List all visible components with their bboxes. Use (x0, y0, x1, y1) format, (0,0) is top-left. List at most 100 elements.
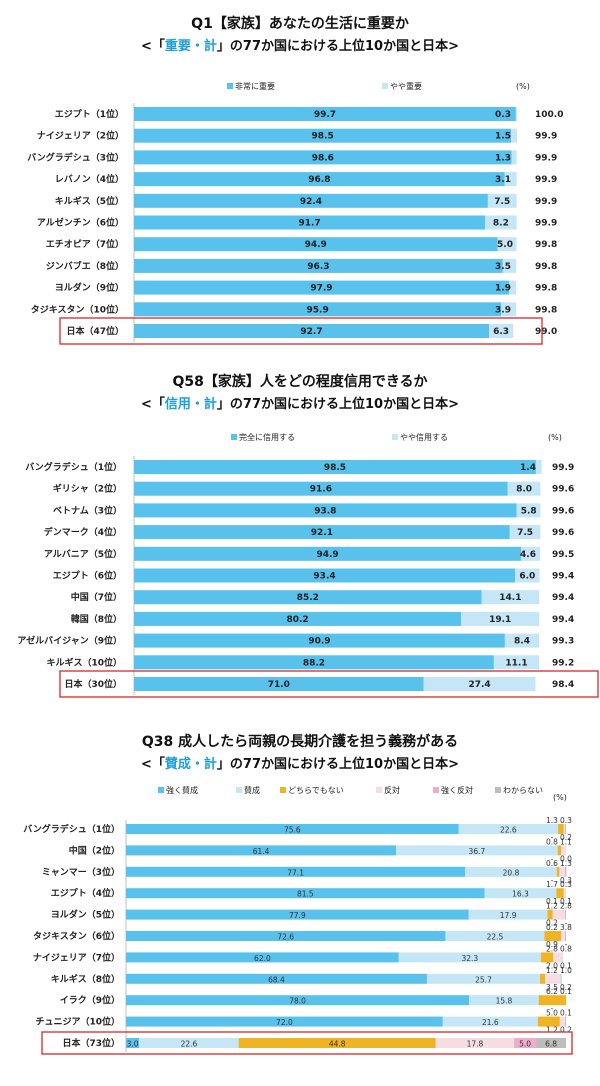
bar-segment (504, 633, 540, 648)
category-label: キルギス（8位） (51, 973, 120, 985)
data-label: 0.1 (560, 897, 572, 906)
data-label: 7.5 (494, 197, 510, 207)
bar-segment (515, 107, 517, 121)
data-label: 8.4 (514, 637, 530, 647)
data-label: 36.7 (469, 847, 486, 856)
category-label: タジキスタン（6位） (33, 930, 120, 942)
bar-segment (134, 611, 462, 626)
bar-segment (556, 866, 560, 877)
data-label: 77.9 (289, 911, 306, 920)
data-label: 8.2 (493, 219, 509, 229)
chart-title: Q1【家族】あなたの生活に重要か (191, 15, 409, 32)
category-label: エジプト（1位） (55, 108, 124, 120)
bar-segment (134, 215, 486, 230)
bar-segment (126, 888, 485, 899)
data-label: 14.1 (499, 593, 521, 603)
total-label: 99.3 (552, 637, 574, 647)
data-label: 62.0 (254, 954, 271, 963)
category-label: 中国（7位） (71, 591, 122, 603)
total-label: 99.9 (535, 153, 557, 163)
bar-segment (134, 633, 505, 648)
data-label: 3.0 (127, 1040, 139, 1049)
data-label: 1.4 (520, 463, 536, 473)
data-label: 6.0 (519, 572, 535, 582)
category-label: ヨルダン（5位） (51, 909, 120, 921)
bar-segment (515, 568, 540, 583)
bar-segment (507, 481, 541, 496)
bar-segment (565, 866, 567, 877)
category-label: アルゼンチン（6位） (37, 217, 124, 229)
data-label: 17.9 (500, 911, 517, 920)
data-label: 91.6 (310, 485, 332, 495)
bar-segment (458, 824, 559, 834)
category-label: ナイジェリア（7位） (33, 951, 120, 963)
data-label: 17.8 (467, 1040, 484, 1049)
data-label: 1.2 (546, 1026, 558, 1035)
chart-subtitle: <「信用・計」の77か国における上位10か国と日本> (141, 396, 459, 412)
bar-segment (538, 995, 566, 1006)
data-label: - (565, 919, 568, 928)
data-label: 1.0 (560, 966, 572, 975)
bar-segment (134, 546, 522, 561)
total-label: 99.9 (535, 219, 557, 229)
data-label: 98.5 (312, 132, 334, 142)
legend-entry: 強く賛成 (166, 785, 198, 795)
bar-segment (565, 931, 566, 941)
bar-segment (535, 460, 542, 474)
bar-segment (126, 973, 427, 984)
data-label: 44.8 (329, 1040, 346, 1049)
legend-entry: わからない (503, 786, 543, 795)
data-label: 0.2 (560, 983, 572, 992)
chart-subtitle: <「重要・計」の77か国における上位10か国と日本> (141, 38, 459, 54)
data-label: 19.1 (489, 615, 511, 625)
bar-segment (134, 258, 503, 273)
bar-segment (469, 995, 539, 1006)
unit-label: (%) (548, 433, 562, 442)
category-label: 中国（2位） (69, 844, 120, 856)
data-label: 0.3 (495, 110, 511, 120)
data-label: 11.1 (505, 658, 527, 668)
data-label: 1.1 (560, 837, 572, 846)
bar-segment (139, 1038, 239, 1048)
category-label: キルギス（5位） (55, 195, 124, 207)
data-label: 1.2 (546, 966, 558, 975)
category-label: 日本（73位） (62, 1037, 120, 1049)
data-label: 1.3 (546, 816, 558, 825)
data-label: - (551, 833, 554, 842)
bar-segment (134, 460, 536, 474)
bar-segment (556, 888, 564, 899)
bar-segment (134, 677, 424, 691)
data-label: - (551, 854, 554, 863)
data-label: 2.8 (560, 902, 572, 911)
data-label: 0.1 (560, 961, 572, 970)
bar-segment (398, 952, 541, 963)
legend-swatch (280, 787, 286, 793)
data-label: 0.3 (560, 816, 572, 825)
data-label: 5.8 (521, 506, 537, 516)
category-label: レバノン（4位） (55, 173, 124, 185)
bar-segment (493, 655, 540, 670)
bar-segment (511, 150, 517, 165)
data-label: 7.5 (517, 528, 533, 538)
total-label: 99.6 (552, 528, 574, 538)
data-label: 5.0 (497, 240, 513, 250)
data-label: 90.9 (308, 637, 330, 647)
data-label: 72.0 (276, 1018, 293, 1027)
legend-entry: 非常に重要 (235, 81, 275, 91)
data-label: 0.8 (560, 944, 572, 953)
highlight-box (41, 1031, 573, 1055)
bar-segment (540, 973, 546, 984)
data-label: 0.8 (546, 837, 558, 846)
category-label: 韓国（8位） (71, 613, 122, 625)
legend-swatch (231, 434, 237, 440)
data-label: 0.9 (546, 940, 558, 949)
legend-entry: 賛成 (244, 785, 260, 795)
bar-segment (134, 568, 516, 583)
chart-subtitle: <「賛成・計」の77か国における上位10か国と日本> (141, 756, 459, 772)
data-label: 0.2 (546, 919, 558, 928)
bar-segment (565, 1016, 566, 1027)
data-label: 92.4 (300, 197, 322, 207)
bar-segment (537, 1016, 560, 1027)
bar-segment (126, 866, 466, 877)
data-label: 22.6 (500, 826, 517, 835)
